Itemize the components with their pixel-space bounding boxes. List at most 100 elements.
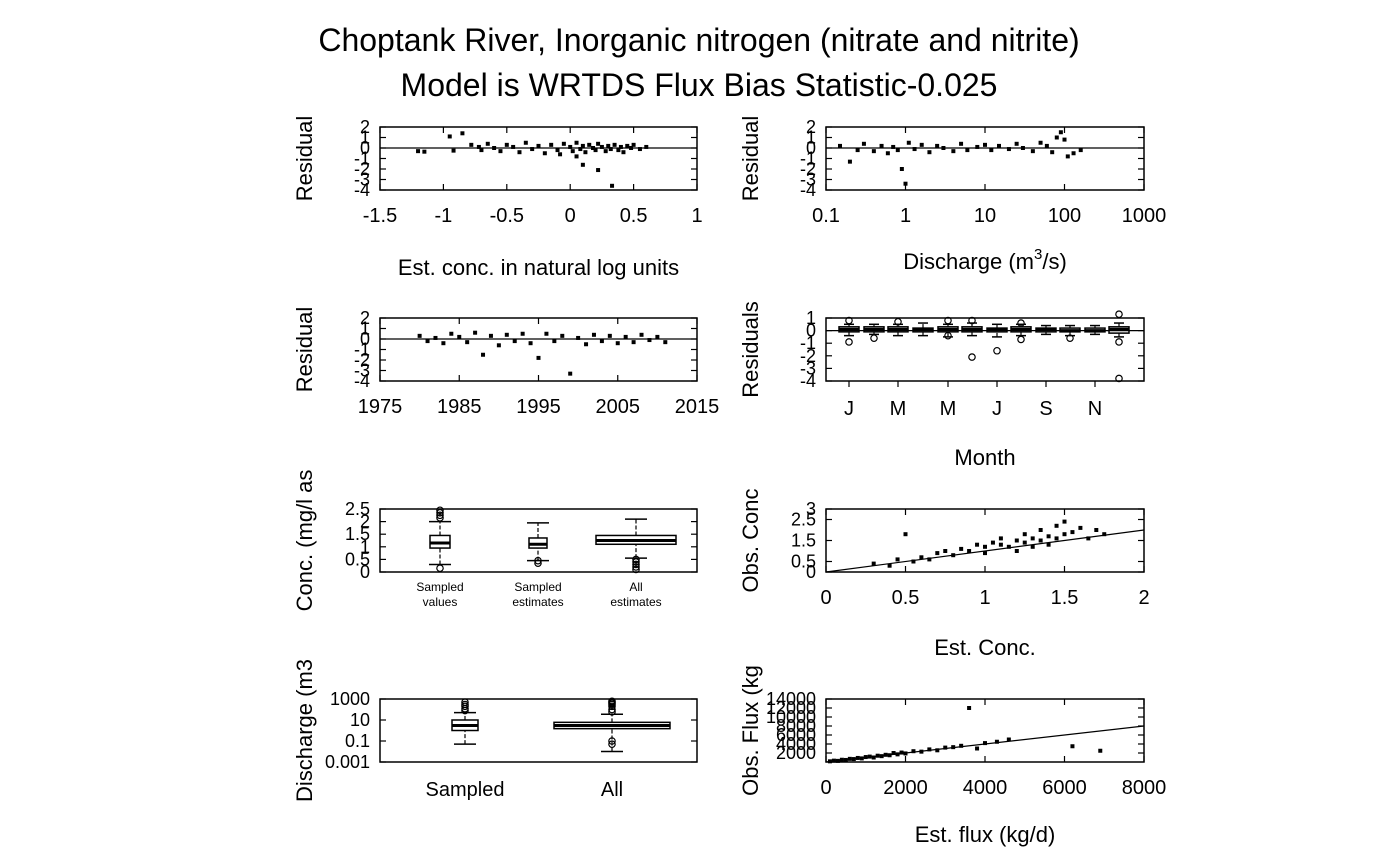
y-tick-label: -3 — [354, 361, 370, 381]
y-tick-label: -1 — [800, 333, 816, 353]
x-tick-label: estimates — [610, 595, 661, 609]
data-point — [485, 141, 490, 146]
plot-frame — [825, 698, 1145, 763]
data-point — [871, 755, 876, 760]
data-point — [927, 150, 932, 155]
data-point — [542, 151, 547, 156]
data-point — [637, 147, 642, 152]
x-tick-label: 0 — [565, 205, 576, 227]
y-tick-label: 1 — [360, 537, 370, 557]
x-tick-label: 1.5 — [1051, 587, 1079, 609]
data-point — [859, 756, 864, 761]
data-point — [867, 754, 872, 759]
data-point — [623, 334, 628, 339]
data-point — [919, 142, 924, 147]
data-point — [568, 144, 573, 149]
outlier-point — [845, 338, 853, 346]
data-point — [1022, 540, 1027, 545]
data-point — [839, 757, 844, 762]
data-point — [574, 154, 579, 159]
y-tick-label: 2 — [360, 308, 370, 328]
x-tick-label: J — [844, 398, 854, 420]
data-point — [883, 752, 888, 757]
x-tick-label: M — [940, 398, 957, 420]
y-tick-label: 0 — [360, 138, 370, 158]
y-axis-label: Obs. Flux (kg — [738, 665, 763, 796]
data-point — [941, 146, 946, 150]
data-point — [576, 335, 581, 340]
data-point — [603, 149, 608, 154]
chart-title-line-2: Model is WRTDS Flux Bias Statistic-0.025 — [400, 67, 998, 103]
plot-frame — [379, 317, 698, 382]
outlier-point — [1115, 338, 1123, 346]
y-tick-label: -1 — [800, 149, 816, 169]
data-point — [578, 147, 583, 152]
x-tick-label: 1000 — [1122, 205, 1167, 227]
data-point — [1006, 737, 1011, 742]
data-point — [1006, 544, 1011, 549]
data-point — [959, 546, 964, 551]
plot-frame — [379, 126, 698, 191]
outlier-point — [436, 511, 444, 520]
data-point — [1062, 532, 1067, 537]
data-point — [457, 334, 462, 339]
data-point — [1038, 140, 1043, 145]
x-tick-label: 10 — [974, 205, 996, 227]
data-point — [911, 749, 916, 754]
y-axis-label: Discharge (m3 — [292, 659, 317, 802]
outlier-point — [461, 698, 469, 706]
x-tick-label: 1 — [691, 205, 702, 227]
data-point — [1038, 528, 1043, 532]
outlier-point — [894, 317, 902, 326]
y-tick-label: -4 — [354, 371, 370, 391]
outlier-point — [1115, 310, 1123, 319]
data-point — [596, 141, 601, 146]
data-point — [517, 150, 522, 155]
outlier-point — [944, 331, 952, 340]
box — [429, 506, 451, 573]
chart-title-line-1: Choptank River, Inorganic nitrogen (nitr… — [318, 22, 1080, 58]
y-tick-label: -3 — [354, 170, 370, 190]
y-axis-label: Residuals — [738, 301, 763, 398]
data-point — [536, 143, 541, 148]
y-tick-label: -1 — [354, 340, 370, 360]
data-point — [570, 149, 575, 154]
x-tick-label: M — [890, 398, 907, 420]
outlier-point — [632, 558, 640, 566]
x-tick-label: 0.5 — [892, 587, 920, 609]
data-point — [983, 544, 987, 549]
x-tick-label: 1 — [979, 587, 990, 609]
data-point — [1078, 525, 1083, 530]
x-tick-label: 0.5 — [620, 205, 648, 227]
outlier-point — [1017, 319, 1025, 327]
plot-frame — [825, 126, 1145, 191]
data-point — [523, 140, 528, 145]
data-point — [591, 332, 596, 337]
data-point — [899, 750, 904, 755]
data-point — [965, 148, 970, 153]
data-point — [827, 759, 832, 764]
box — [838, 316, 860, 346]
outlier-point — [461, 700, 469, 709]
data-point — [476, 144, 481, 149]
x-axis-label: Est. flux (kg/d) — [915, 822, 1056, 847]
x-tick-label: 2000 — [883, 777, 928, 799]
x-tick-label: 1975 — [358, 396, 403, 418]
outlier-point — [1066, 334, 1074, 342]
data-point — [875, 753, 880, 758]
data-point — [1086, 536, 1091, 541]
data-point — [994, 739, 999, 744]
x-tick-label: Sampled — [426, 779, 505, 801]
y-tick-label: 10000 — [766, 707, 816, 727]
outlier-point — [845, 316, 853, 325]
data-point — [837, 143, 842, 148]
data-point — [1014, 549, 1019, 553]
x-tick-label: 8000 — [1122, 777, 1167, 799]
data-point — [855, 755, 860, 760]
outlier-point — [436, 564, 444, 573]
outlier-point — [436, 508, 444, 517]
data-point — [584, 342, 589, 347]
x-tick-label: 6000 — [1042, 777, 1087, 799]
